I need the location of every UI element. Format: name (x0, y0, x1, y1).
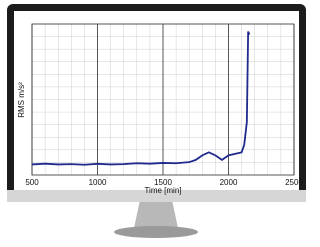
x-axis-label: Time [min] (144, 186, 181, 195)
x-tick-label: 2500 (285, 178, 303, 187)
monitor-base (114, 226, 198, 238)
x-tick-label: 500 (25, 178, 39, 187)
screenshot: RMS m/s² Time [min] 500 1000 1500 2000 2500 (0, 0, 313, 242)
monitor-neck (134, 200, 178, 228)
x-tick-label: 1000 (89, 178, 107, 187)
x-tick-label: 1500 (154, 178, 172, 187)
x-tick-label: 2000 (220, 178, 238, 187)
y-axis-label: RMS m/s² (17, 82, 26, 118)
